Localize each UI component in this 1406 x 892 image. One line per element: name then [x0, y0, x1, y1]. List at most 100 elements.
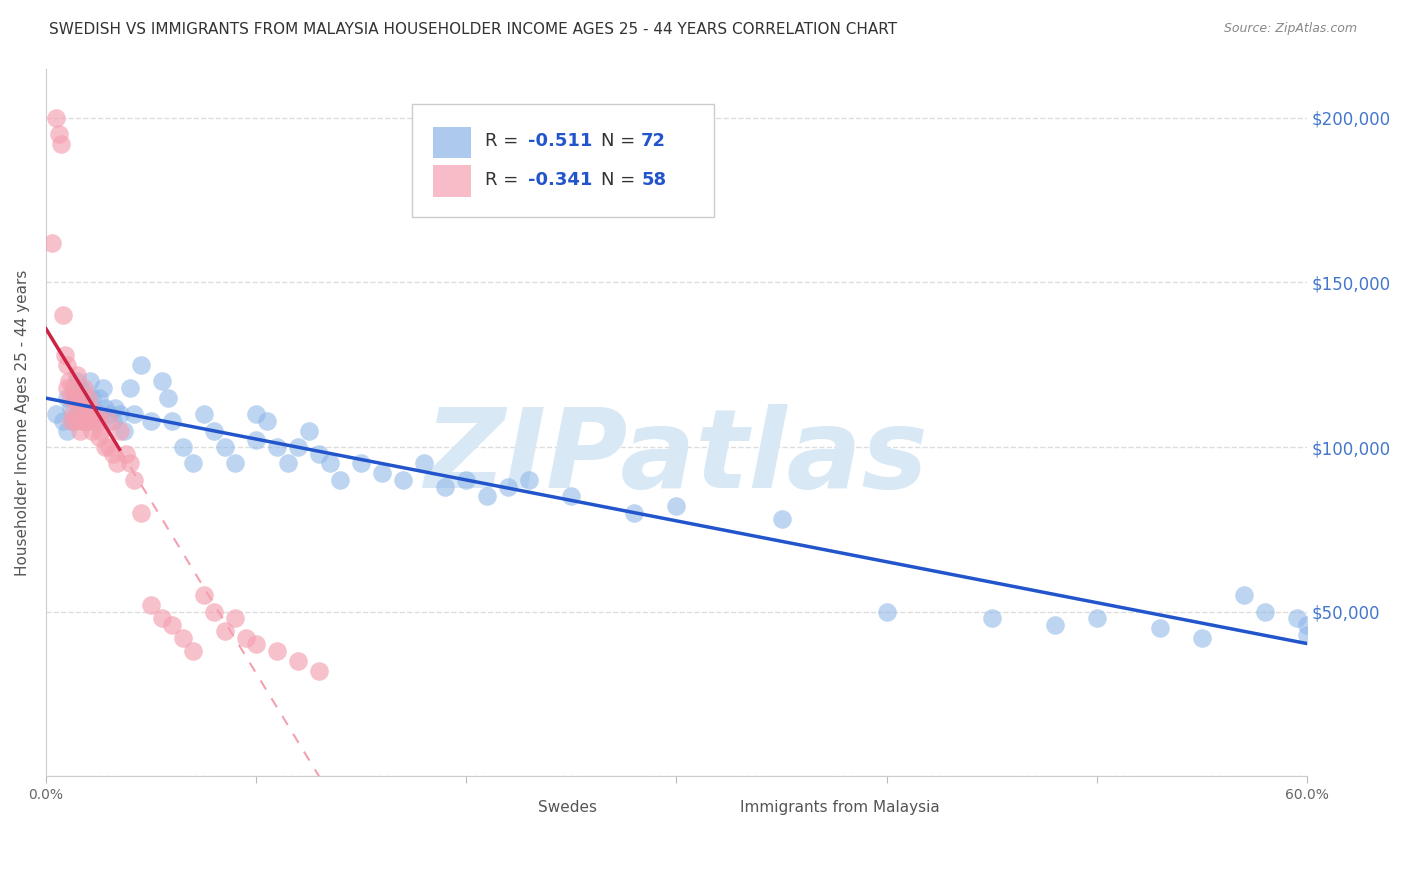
Y-axis label: Householder Income Ages 25 - 44 years: Householder Income Ages 25 - 44 years: [15, 269, 30, 575]
Point: [214, 440, 236, 454]
Point: [98, 407, 121, 421]
Point: [1285, 611, 1308, 625]
Point: [73, 414, 96, 428]
Point: [277, 457, 299, 471]
Point: [70, 414, 93, 428]
Point: [77, 414, 100, 428]
Point: [52, 414, 75, 428]
Point: [329, 473, 352, 487]
Point: [48, 128, 70, 142]
Point: [53, 348, 76, 362]
Point: [202, 605, 225, 619]
Point: [560, 489, 582, 503]
Point: [87, 407, 110, 421]
Point: [770, 512, 793, 526]
Point: [139, 598, 162, 612]
Point: [287, 654, 309, 668]
Text: R =: R =: [485, 132, 524, 151]
Point: [65, 391, 87, 405]
Point: [477, 489, 499, 503]
Point: [77, 391, 100, 405]
Point: [519, 473, 541, 487]
Point: [139, 414, 162, 428]
Point: [245, 638, 267, 652]
Point: [235, 631, 257, 645]
Point: [73, 414, 96, 428]
Point: [107, 457, 129, 471]
Point: [129, 506, 152, 520]
Point: [94, 401, 117, 415]
Point: [87, 391, 110, 405]
Point: [49, 137, 72, 152]
Point: [876, 605, 898, 619]
Point: [308, 447, 330, 461]
Point: [108, 424, 131, 438]
Point: [94, 440, 117, 454]
Point: [65, 414, 87, 428]
Point: [91, 381, 114, 395]
Point: [75, 414, 97, 428]
Point: [245, 407, 267, 421]
Text: SWEDISH VS IMMIGRANTS FROM MALAYSIA HOUSEHOLDER INCOME AGES 25 - 44 YEARS CORREL: SWEDISH VS IMMIGRANTS FROM MALAYSIA HOUS…: [49, 22, 897, 37]
Point: [62, 407, 84, 421]
FancyBboxPatch shape: [433, 165, 471, 196]
Point: [56, 381, 79, 395]
Point: [413, 457, 436, 471]
Point: [371, 467, 394, 481]
FancyBboxPatch shape: [492, 797, 526, 820]
Point: [62, 381, 84, 395]
Text: -0.341: -0.341: [527, 171, 592, 189]
Point: [73, 381, 96, 395]
Point: [1085, 611, 1108, 625]
Point: [70, 397, 93, 411]
Point: [456, 473, 478, 487]
Point: [266, 644, 288, 658]
Point: [498, 479, 520, 493]
Point: [308, 664, 330, 678]
Point: [118, 457, 141, 471]
Text: N =: N =: [600, 171, 641, 189]
Point: [224, 611, 246, 625]
Text: R =: R =: [485, 171, 524, 189]
Point: [1191, 631, 1213, 645]
Text: -0.511: -0.511: [527, 132, 592, 151]
Point: [980, 611, 1002, 625]
Point: [1254, 605, 1277, 619]
Point: [103, 447, 125, 461]
Point: [1149, 621, 1171, 635]
Point: [350, 457, 373, 471]
Point: [60, 414, 83, 428]
Point: [181, 644, 204, 658]
Point: [98, 440, 121, 454]
Point: [58, 374, 80, 388]
Point: [60, 391, 83, 405]
Point: [87, 414, 110, 428]
Point: [172, 631, 194, 645]
Point: [1296, 617, 1319, 632]
Point: [150, 374, 173, 388]
Point: [79, 401, 101, 415]
Point: [245, 434, 267, 448]
Point: [66, 374, 89, 388]
Point: [66, 391, 89, 405]
Point: [129, 358, 152, 372]
Point: [79, 374, 101, 388]
Point: [45, 407, 67, 421]
Point: [224, 457, 246, 471]
Point: [318, 457, 340, 471]
Text: Source: ZipAtlas.com: Source: ZipAtlas.com: [1223, 22, 1357, 36]
Point: [56, 358, 79, 372]
Point: [52, 309, 75, 323]
Point: [69, 407, 91, 421]
Point: [77, 391, 100, 405]
Text: ZIPatlas: ZIPatlas: [425, 404, 928, 511]
Point: [214, 624, 236, 639]
Point: [60, 401, 83, 415]
Point: [41, 235, 63, 250]
Point: [70, 401, 93, 415]
Point: [56, 391, 79, 405]
Point: [202, 424, 225, 438]
Point: [62, 414, 84, 428]
Point: [108, 407, 131, 421]
Point: [66, 407, 89, 421]
